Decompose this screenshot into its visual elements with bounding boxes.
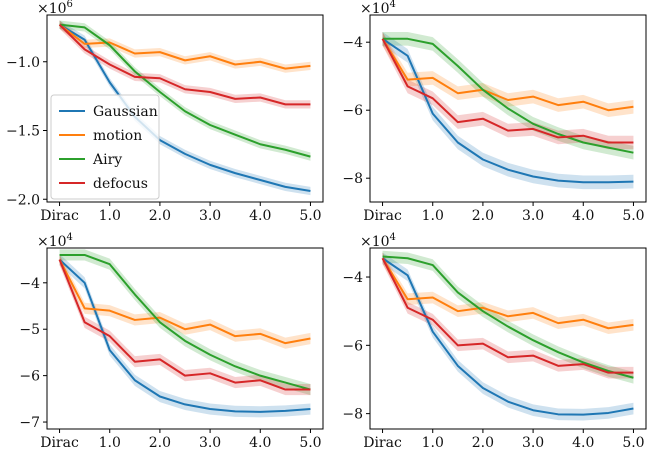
series-line-gaussian xyxy=(58,258,311,413)
x-tick-label: Dirac xyxy=(40,435,79,451)
chart-panel-bottom-right: Dirac 1.0 2.0 3.0 4.0 5.0 −4 −6 −8 ×104 xyxy=(342,232,647,451)
series-line-defocus xyxy=(58,259,311,391)
x-tick-label: 2.0 xyxy=(149,208,171,224)
series-line-motion xyxy=(58,259,311,345)
legend-label-airy: Airy xyxy=(92,152,122,168)
confidence-band-gaussian xyxy=(382,32,634,190)
x-tick-label: 3.0 xyxy=(522,435,544,451)
confidence-band-gaussian xyxy=(59,20,311,196)
series-line-airy xyxy=(59,253,311,391)
y-tick-label: −2.0 xyxy=(6,192,40,208)
legend-label-defocus: defocus xyxy=(93,176,148,192)
x-tick-label: 2.0 xyxy=(472,208,494,224)
y-tick-label: −8 xyxy=(342,407,363,423)
series-line-defocus xyxy=(381,38,634,144)
y-tick-label: −6 xyxy=(342,338,363,354)
series-line-motion xyxy=(381,257,634,330)
plot-area xyxy=(381,250,634,421)
confidence-band-gaussian xyxy=(382,252,634,421)
series-line-airy xyxy=(382,255,634,379)
axes-frame xyxy=(46,14,324,203)
y-tick-label: −1.5 xyxy=(6,124,40,140)
y-tick-label: −6 xyxy=(342,103,363,119)
axes-frame xyxy=(369,247,647,430)
plot-area xyxy=(58,249,311,418)
x-tick-label: Dirac xyxy=(40,208,79,224)
series-line-airy xyxy=(59,23,311,158)
x-tick-label: 5.0 xyxy=(299,435,321,451)
series-line-defocus xyxy=(58,23,311,106)
axis-multiplier: ×104 xyxy=(360,232,396,250)
y-tick-label: −1.0 xyxy=(6,55,40,71)
x-tick-label: Dirac xyxy=(363,208,402,224)
legend-label-motion: motion xyxy=(93,128,142,144)
plot-area xyxy=(58,20,311,196)
chart-panel-top-right: Dirac 1.0 2.0 3.0 4.0 5.0 −4 −6 −8 ×104 xyxy=(342,0,647,224)
x-tick-label: 3.0 xyxy=(199,435,221,451)
confidence-band-airy xyxy=(382,250,634,384)
x-tick-label: 1.0 xyxy=(422,208,444,224)
x-tick-label: 5.0 xyxy=(299,208,321,224)
y-tick-label: −4 xyxy=(19,276,40,292)
x-tick-label: 3.0 xyxy=(199,208,221,224)
x-tick-label: 4.0 xyxy=(572,435,594,451)
axes-frame xyxy=(369,14,647,203)
plot-area xyxy=(381,32,634,190)
x-tick-label: 5.0 xyxy=(622,208,644,224)
confidence-band-airy xyxy=(59,249,311,396)
confidence-band-motion xyxy=(382,252,634,335)
series-line-defocus xyxy=(381,257,634,374)
y-tick-label: −5 xyxy=(19,322,40,338)
axis-multiplier: ×106 xyxy=(37,0,73,17)
axis-multiplier: ×104 xyxy=(360,0,396,17)
legend-label-gaussian: Gaussian xyxy=(93,104,158,120)
x-tick-label: 2.0 xyxy=(149,435,171,451)
y-tick-label: −8 xyxy=(342,171,363,187)
chart-panel-top-left: Dirac 1.0 2.0 3.0 4.0 5.0 −1.0 −1.5 −2.0 ×106 Gaus… xyxy=(6,0,324,224)
series-line-gaussian xyxy=(59,23,311,192)
y-tick-label: −6 xyxy=(19,369,40,385)
y-tick-label: −4 xyxy=(342,270,363,286)
series-line-gaussian xyxy=(381,257,634,416)
x-tick-label: 4.0 xyxy=(572,208,594,224)
x-tick-label: 1.0 xyxy=(99,435,121,451)
confidence-band-defocus xyxy=(382,32,634,150)
y-tick-label: −4 xyxy=(342,35,363,51)
legend: Gaussian motion Airy defocus xyxy=(50,94,160,200)
x-tick-label: 4.0 xyxy=(249,208,271,224)
y-tick-label: −7 xyxy=(19,415,40,431)
series-line-motion xyxy=(381,38,634,112)
confidence-band-defocus xyxy=(382,252,634,379)
x-tick-label: 1.0 xyxy=(422,435,444,451)
x-tick-label: Dirac xyxy=(363,435,402,451)
legend-box xyxy=(50,94,160,200)
confidence-band-motion xyxy=(59,20,311,73)
x-tick-label: 5.0 xyxy=(622,435,644,451)
x-tick-label: 4.0 xyxy=(249,435,271,451)
axes-frame xyxy=(46,247,324,430)
chart-panel-bottom-left: Dirac 1.0 2.0 3.0 4.0 5.0 −4 −5 −6 −7 ×104 xyxy=(19,232,324,451)
series-line-airy xyxy=(382,37,634,154)
x-tick-label: 3.0 xyxy=(522,208,544,224)
series-line-motion xyxy=(58,23,311,70)
x-tick-label: 2.0 xyxy=(472,435,494,451)
confidence-band-airy xyxy=(59,20,311,161)
axis-multiplier: ×104 xyxy=(37,232,73,250)
x-tick-label: 1.0 xyxy=(99,208,121,224)
